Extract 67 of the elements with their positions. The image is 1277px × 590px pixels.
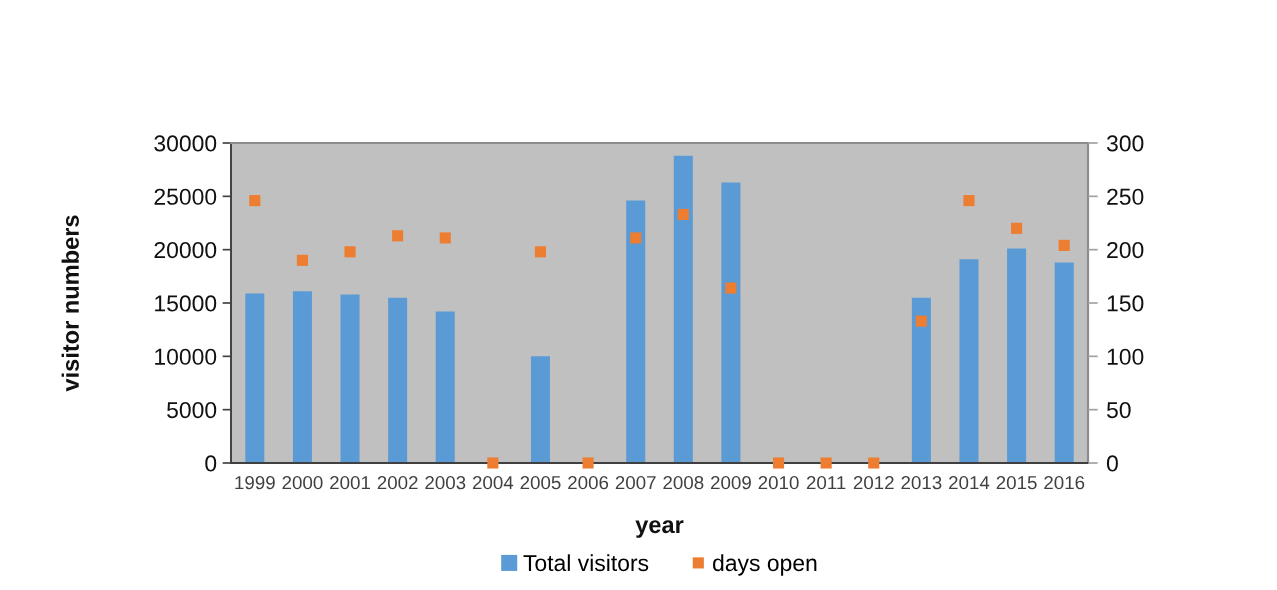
point xyxy=(1058,239,1070,251)
point xyxy=(677,208,689,221)
x-tick-label: 2007 xyxy=(615,476,656,490)
legend-label: Total visitors xyxy=(523,554,649,572)
point xyxy=(630,232,642,244)
bar xyxy=(388,297,408,463)
y2-tick-label: 300 xyxy=(1106,135,1144,152)
x-tick-label: 2006 xyxy=(568,476,609,490)
bar xyxy=(530,356,550,463)
x-tick-label: 2010 xyxy=(758,476,799,490)
bar xyxy=(626,200,646,463)
point xyxy=(868,457,880,469)
y-tick-label: 20000 xyxy=(154,241,217,259)
y2-tick-label: 100 xyxy=(1107,348,1144,365)
point xyxy=(820,457,832,469)
y-tick-label: 25000 xyxy=(154,188,217,205)
point xyxy=(392,230,404,242)
y2-tick-label: 150 xyxy=(1107,295,1144,312)
point xyxy=(582,457,594,469)
x-tick-label: 2001 xyxy=(330,476,370,490)
x-tick-label: 2002 xyxy=(377,476,418,490)
legend-label: days open xyxy=(713,554,817,576)
x-tick-label: 2005 xyxy=(520,476,561,490)
x-tick-label: 2012 xyxy=(853,476,894,490)
y-tick-label: 0 xyxy=(205,455,217,472)
y-tick-label: 5000 xyxy=(167,401,217,419)
point xyxy=(296,254,308,266)
point xyxy=(249,195,261,207)
bar xyxy=(673,155,693,463)
point xyxy=(534,246,547,258)
y-tick-label: 10000 xyxy=(155,348,217,365)
x-tick-label: 1999 xyxy=(235,476,275,490)
x-axis-title: year xyxy=(635,520,684,538)
y-tick-label: 15000 xyxy=(155,295,217,312)
x-tick-label: 2011 xyxy=(806,476,846,490)
point xyxy=(772,457,785,469)
bar xyxy=(435,311,455,463)
point xyxy=(487,457,499,469)
bar xyxy=(292,291,312,463)
y2-tick-label: 0 xyxy=(1106,455,1118,472)
y2-tick-label: 250 xyxy=(1107,188,1144,205)
bar xyxy=(721,182,741,463)
bar xyxy=(340,294,360,463)
point xyxy=(915,315,927,327)
x-tick-label: 2016 xyxy=(1044,476,1085,490)
x-tick-label: 2008 xyxy=(663,476,704,490)
x-tick-label: 2014 xyxy=(949,476,990,490)
y-axis-title: visitor numbers xyxy=(61,215,79,392)
point xyxy=(1011,222,1023,234)
y2-tick-label: 50 xyxy=(1106,401,1131,419)
bar xyxy=(245,293,265,463)
x-tick-label: 2003 xyxy=(425,476,466,490)
point xyxy=(439,232,451,244)
y2-tick-label: 200 xyxy=(1107,241,1144,259)
bar xyxy=(959,259,979,463)
y-tick-label: 30000 xyxy=(154,135,217,152)
x-tick-label: 2013 xyxy=(901,476,942,490)
x-tick-label: 2000 xyxy=(282,476,323,490)
bar xyxy=(1054,262,1074,463)
x-tick-label: 2004 xyxy=(472,476,514,490)
point xyxy=(725,282,737,294)
bar xyxy=(911,297,931,463)
point xyxy=(344,246,356,258)
x-tick-label: 2015 xyxy=(996,476,1037,490)
point xyxy=(963,195,975,207)
bar xyxy=(1007,248,1027,463)
x-tick-label: 2009 xyxy=(711,476,751,490)
